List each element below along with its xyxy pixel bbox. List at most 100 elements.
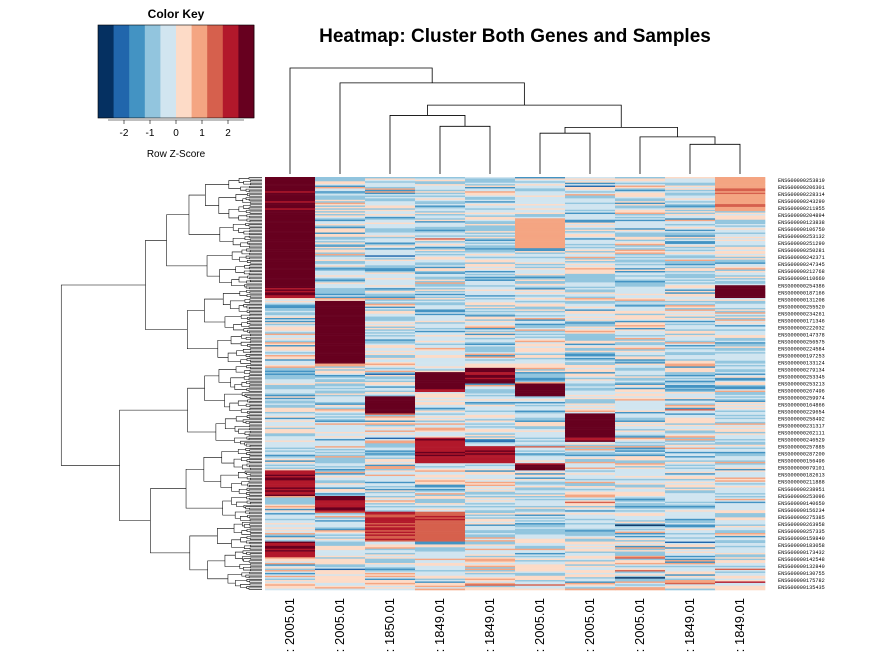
column-dendrogram-link <box>639 136 716 174</box>
heatmap-cell <box>665 204 716 206</box>
heatmap-cell <box>515 560 566 562</box>
heatmap-cell <box>465 285 516 287</box>
heatmap-cell <box>665 541 716 544</box>
heatmap-cell <box>315 320 366 323</box>
heatmap-cell <box>265 179 316 182</box>
heatmap-cell <box>315 222 366 225</box>
heatmap-cell <box>515 239 566 242</box>
heatmap-cell <box>665 535 716 538</box>
row-dendrogram-link <box>224 393 243 408</box>
row-dendrogram-link <box>241 481 249 486</box>
row-dendrogram-link <box>248 412 262 415</box>
heatmap-cell <box>365 399 416 401</box>
heatmap-cell <box>715 302 766 305</box>
heatmap-cell <box>615 567 666 569</box>
heatmap-cell <box>565 232 616 235</box>
heatmap-cell <box>415 225 466 228</box>
heatmap-cell <box>265 580 316 582</box>
heatmap-cell <box>365 447 416 450</box>
heatmap-cell <box>265 552 316 555</box>
heatmap-cell <box>615 298 666 300</box>
heatmap-cell <box>265 463 316 465</box>
row-dendrogram-link <box>231 251 242 260</box>
row-dendrogram-link <box>227 574 242 584</box>
heatmap-cell <box>665 527 716 530</box>
heatmap-cell <box>365 481 416 484</box>
heatmap-cell <box>315 263 366 266</box>
heatmap-cell <box>265 302 316 305</box>
heatmap-cell <box>365 209 416 212</box>
row-dendrogram-link <box>242 522 262 527</box>
heatmap-cell <box>565 404 616 407</box>
heatmap-cell <box>615 253 666 256</box>
heatmap-cell <box>565 384 616 387</box>
heatmap-cell <box>265 276 316 279</box>
heatmap-cell <box>715 182 766 185</box>
heatmap-cell <box>665 238 716 240</box>
heatmap-cell <box>665 454 716 457</box>
heatmap-cell <box>565 420 616 423</box>
heatmap-cell <box>715 255 766 258</box>
heatmap-cell <box>665 248 716 250</box>
heatmap-cell <box>265 278 316 280</box>
heatmap-cell <box>465 242 516 245</box>
heatmap-cell <box>515 322 566 324</box>
heatmap-cell <box>515 285 566 287</box>
row-label: ENSG00000279134 <box>778 367 825 373</box>
heatmap-cell <box>715 419 766 421</box>
heatmap-cell <box>365 181 416 183</box>
heatmap-cell <box>365 420 416 423</box>
heatmap-cell <box>415 369 466 371</box>
heatmap-cell <box>665 570 716 572</box>
heatmap-cell <box>615 423 666 426</box>
heatmap-cell <box>665 431 716 434</box>
heatmap-cell <box>715 384 766 387</box>
heatmap-cell <box>665 209 716 212</box>
row-dendrogram-link <box>249 430 262 433</box>
heatmap-cell <box>315 386 366 389</box>
heatmap-cell <box>565 484 616 487</box>
heatmap-cell <box>415 303 466 306</box>
heatmap-cell <box>315 439 366 441</box>
row-dendrogram-link <box>245 336 262 340</box>
row-dendrogram-link <box>249 477 262 480</box>
heatmap-cell <box>265 262 316 265</box>
heatmap-cell <box>715 229 766 232</box>
heatmap-cell <box>515 299 566 302</box>
heatmap-cell <box>365 497 416 500</box>
heatmap-cell <box>315 520 366 522</box>
heatmap-cell <box>365 185 416 188</box>
heatmap-cell <box>265 533 316 535</box>
heatmap-cell <box>415 198 466 201</box>
heatmap-cell <box>365 470 416 473</box>
heatmap-cell <box>665 424 716 427</box>
heatmap-cell <box>515 346 566 349</box>
heatmap-cell <box>665 373 716 376</box>
heatmap-cell <box>415 500 466 503</box>
heatmap-cell <box>615 568 666 571</box>
heatmap-cell <box>315 325 366 327</box>
heatmap-cell <box>565 461 616 464</box>
heatmap-cell <box>565 192 616 195</box>
heatmap-cell <box>415 327 466 330</box>
heatmap-cell <box>465 245 516 248</box>
heatmap-cell <box>615 436 666 438</box>
heatmap-cell <box>415 347 466 350</box>
heatmap-cell <box>415 229 466 232</box>
heatmap-cell <box>365 588 416 591</box>
heatmap-cell <box>365 384 416 387</box>
heatmap-cell <box>365 554 416 557</box>
heatmap-cell <box>415 243 466 246</box>
heatmap-cell <box>415 384 466 387</box>
heatmap-cell <box>715 263 766 266</box>
heatmap-cell <box>515 555 566 558</box>
row-dendrogram-link <box>249 553 262 556</box>
heatmap-cell <box>365 464 416 467</box>
heatmap-cell <box>415 458 466 461</box>
heatmap-cell <box>415 340 466 343</box>
heatmap-cell <box>665 507 716 510</box>
heatmap-cell <box>465 363 516 366</box>
row-dendrogram-link <box>206 255 233 277</box>
heatmap-cell <box>615 276 666 279</box>
heatmap-cell <box>615 323 666 326</box>
